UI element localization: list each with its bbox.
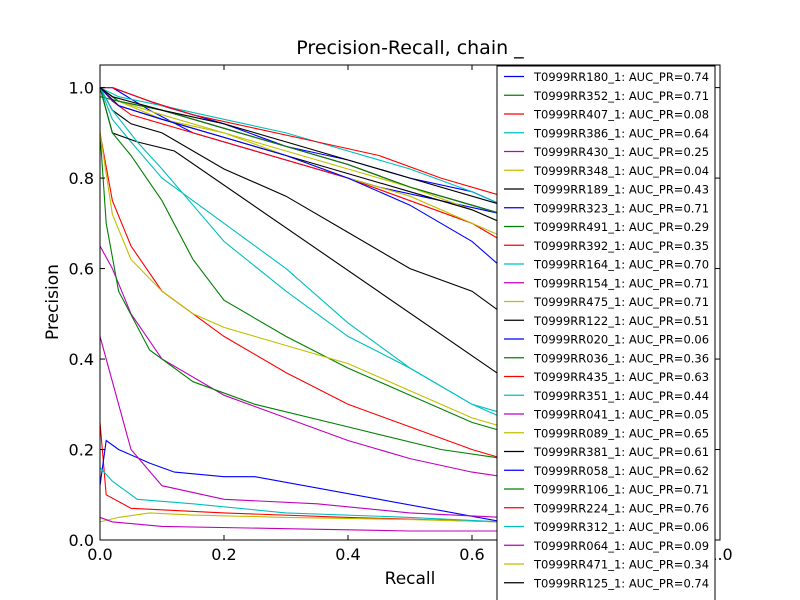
series-line-4	[100, 245, 504, 478]
series-line-10	[100, 87, 504, 206]
series-line-26	[100, 132, 504, 428]
series-line-9	[100, 132, 504, 460]
legend-label-12: T0999RR475_1: AUC_PR=0.71	[533, 295, 709, 309]
legend-label-25: T0999RR064_1: AUC_PR=0.09	[533, 539, 709, 553]
legend-label-9: T0999RR392_1: AUC_PR=0.35	[533, 239, 709, 253]
y-tick-label: 0.2	[69, 441, 94, 460]
series-line-15	[100, 87, 504, 432]
legend-label-7: T0999RR323_1: AUC_PR=0.71	[533, 201, 709, 215]
series-line-27	[100, 87, 504, 206]
x-tick-label: 0.4	[335, 545, 360, 564]
series-line-12	[100, 87, 504, 224]
legend-label-4: T0999RR430_1: AUC_PR=0.25	[533, 145, 709, 159]
legend-label-18: T0999RR041_1: AUC_PR=0.05	[533, 408, 709, 422]
legend-label-17: T0999RR351_1: AUC_PR=0.44	[533, 389, 709, 403]
x-tick-label: 0.0	[87, 545, 112, 564]
legend-label-19: T0999RR089_1: AUC_PR=0.65	[533, 426, 709, 440]
legend: T0999RR180_1: AUC_PR=0.74 T0999RR352_1: A…	[496, 65, 716, 600]
y-axis-label: Precision	[43, 264, 63, 340]
series-line-8	[100, 132, 504, 460]
legend-label-6: T0999RR189_1: AUC_PR=0.43	[533, 183, 709, 197]
y-tick-label: 0.6	[69, 260, 94, 279]
series-line-24	[100, 467, 504, 523]
legend-label-13: T0999RR122_1: AUC_PR=0.51	[533, 314, 709, 328]
plot-frame	[99, 64, 721, 541]
chart-title: Precision-Recall, chain _	[296, 37, 524, 59]
legend-label-20: T0999RR381_1: AUC_PR=0.61	[533, 445, 709, 459]
legend-label-3: T0999RR386_1: AUC_PR=0.64	[533, 126, 709, 140]
legend-label-8: T0999RR491_1: AUC_PR=0.29	[533, 220, 709, 234]
x-tick-label: 0.2	[211, 545, 236, 564]
legend-label-14: T0999RR020_1: AUC_PR=0.06	[533, 333, 709, 347]
legend-label-23: T0999RR224_1: AUC_PR=0.76	[533, 501, 709, 515]
legend-label-26: T0999RR471_1: AUC_PR=0.34	[533, 558, 709, 572]
legend-label-2: T0999RR407_1: AUC_PR=0.08	[533, 108, 709, 122]
series-line-16	[100, 87, 504, 242]
series-line-5	[100, 512, 504, 523]
series-line-23	[100, 87, 504, 197]
series-layer	[100, 87, 504, 532]
legend-label-10: T0999RR164_1: AUC_PR=0.70	[533, 258, 709, 272]
legend-frame	[496, 65, 716, 600]
series-line-6	[100, 87, 504, 315]
y-tick-label: 0.0	[69, 531, 94, 550]
legend-label-22: T0999RR106_1: AUC_PR=0.71	[533, 483, 709, 497]
legend-label-11: T0999RR154_1: AUC_PR=0.71	[533, 276, 709, 290]
x-tick-label: 0.6	[459, 545, 484, 564]
legend-label-24: T0999RR312_1: AUC_PR=0.06	[533, 520, 709, 534]
legend-label-5: T0999RR348_1: AUC_PR=0.04	[533, 164, 709, 178]
y-tick-label: 1.0	[69, 79, 94, 98]
legend-label-16: T0999RR435_1: AUC_PR=0.63	[533, 370, 709, 384]
legend-label-0: T0999RR180_1: AUC_PR=0.74	[533, 70, 709, 84]
y-tick-label: 0.8	[69, 169, 94, 188]
series-line-22	[100, 87, 504, 215]
legend-label-15: T0999RR036_1: AUC_PR=0.36	[533, 351, 709, 365]
series-line-18	[100, 516, 503, 532]
series-line-2	[100, 422, 504, 523]
legend-label-27: T0999RR125_1: AUC_PR=0.74	[533, 576, 709, 590]
x-axis-label: Recall	[385, 569, 436, 589]
series-line-21	[100, 87, 504, 270]
legend-entries: T0999RR180_1: AUC_PR=0.74 T0999RR352_1: A…	[504, 70, 709, 590]
series-line-25	[100, 336, 504, 518]
series-line-14	[100, 439, 504, 523]
legend-label-1: T0999RR352_1: AUC_PR=0.71	[533, 89, 709, 103]
y-tick-label: 0.4	[69, 350, 94, 369]
series-line-17	[100, 87, 504, 414]
legend-label-21: T0999RR058_1: AUC_PR=0.62	[533, 464, 709, 478]
